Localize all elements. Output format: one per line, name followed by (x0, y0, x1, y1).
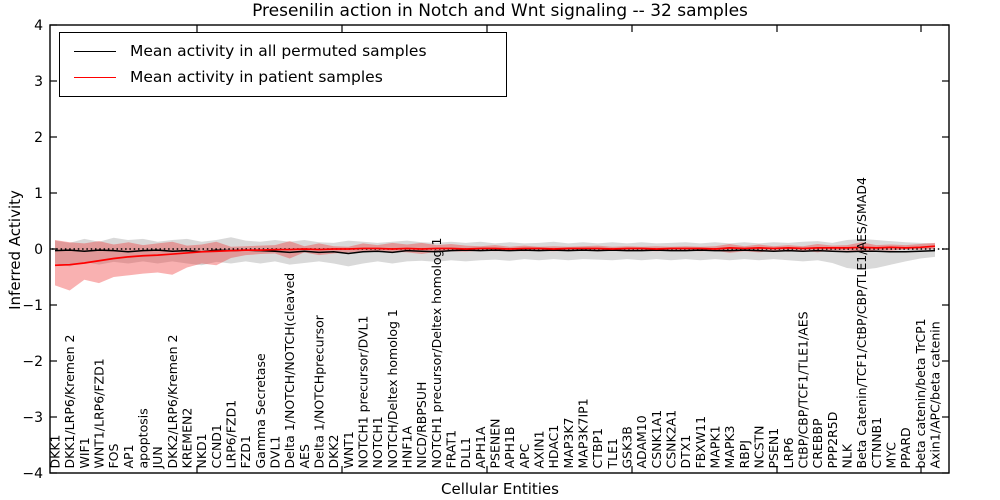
x-tick-label: NOTCH1 (370, 416, 385, 468)
x-axis-title: Cellular Entities (441, 480, 559, 498)
x-tick-label: PPP2R5D (825, 412, 840, 469)
x-tick-label: CSNK1A1 (649, 410, 664, 469)
x-tick-label: CCND1 (209, 424, 224, 468)
x-tick-label: APH1B (502, 426, 517, 468)
chart-title: Presenilin action in Notch and Wnt signa… (252, 1, 748, 21)
legend-entry-patient: Mean activity in patient samples (74, 69, 506, 86)
x-tick-label: MAPK3 (722, 425, 737, 468)
x-tick-label: NOTCH/Deltex homolog 1 (385, 309, 400, 468)
x-tick-label: Delta 1/NOTCHprecursor (312, 314, 327, 468)
x-tick-label: CTBP1 (590, 428, 605, 468)
y-tick-label: 4 (34, 18, 43, 34)
x-tick-label: MAPK1 (708, 425, 723, 468)
x-tick-label: Gamma Secretase (253, 353, 268, 468)
x-tick-label: APH1A (473, 426, 488, 468)
x-tick-label: MYC (884, 442, 899, 469)
y-tick-label: −2 (22, 354, 43, 370)
x-tick-label: CtBP/CBP/TCF1/TLE1/AES (796, 311, 811, 468)
x-tick-label: GSK3B (620, 426, 635, 468)
x-tick-label: Delta 1/NOTCH/NOTCH(cleaved (282, 273, 297, 469)
x-tick-label: FOS (106, 443, 121, 468)
y-tick-label: −4 (22, 466, 43, 482)
x-tick-label: DKK2 (326, 435, 341, 469)
x-tick-label: HNF1A (400, 426, 415, 469)
x-tick-label: NKD1 (194, 433, 209, 468)
x-tick-label: NOTCH1 precursor/Deltex homolog 1 (429, 237, 444, 468)
legend-label-permuted: Mean activity in all permuted samples (130, 41, 427, 60)
y-tick-label: 3 (34, 74, 43, 90)
x-tick-label: Axin1/APC/beta catenin (928, 321, 943, 468)
y-tick-label: 2 (34, 130, 43, 146)
x-tick-label: AXIN1 (532, 430, 547, 468)
permuted-band (55, 237, 935, 270)
x-tick-label: apoptosis (136, 408, 151, 468)
x-tick-label: NICD/RBPSUH (414, 382, 429, 469)
x-tick-label: HDAC1 (546, 425, 561, 469)
x-tick-label: DKK1 (48, 435, 63, 469)
x-tick-label: ADAM10 (634, 415, 649, 468)
x-tick-label: NOTCH1 precursor/DVL1 (356, 316, 371, 469)
x-tick-label: beta catenin/beta TrCP1 (913, 318, 928, 468)
x-tick-label: JUN (150, 446, 165, 469)
x-tick-label: PSENEN (488, 419, 503, 469)
x-tick-label: DTX1 (678, 435, 693, 469)
x-tick-label: RBPJ (737, 440, 752, 469)
x-tick-label: DLL1 (458, 437, 473, 469)
x-tick-label: DKK1/LRP6/Kremen 2 (62, 334, 77, 468)
x-tick-label: MAP3K7 (561, 418, 576, 469)
x-tick-label: APC (517, 443, 532, 468)
x-tick-label: Beta Catenin/TCF1/CtBP/CBP/TLE1/AES/SMAD… (854, 177, 869, 468)
legend: Mean activity in all permuted samples Me… (59, 32, 507, 97)
x-tick-label: FBXW11 (693, 416, 708, 469)
y-tick-label: −1 (22, 298, 43, 314)
x-tick-label: DVL1 (268, 436, 283, 469)
permuted-line-sample (74, 50, 116, 52)
x-tick-label: AES (297, 444, 312, 468)
x-tick-label: WNT1 (341, 431, 356, 468)
y-tick-label: −3 (22, 410, 43, 426)
x-tick-label: WIF1 (77, 437, 92, 468)
x-tick-label: CSNK2A1 (664, 410, 679, 469)
x-tick-label: LRP6 (781, 437, 796, 468)
x-tick-label: MAP3K7IP1 (576, 398, 591, 468)
x-tick-label: AP1 (121, 444, 136, 468)
patient-mean-line (54, 245, 936, 267)
x-tick-label: WNT1/LRP6/FZD1 (92, 358, 107, 468)
x-tick-label: TLE1 (605, 438, 620, 469)
x-tick-label: FZD1 (238, 435, 253, 468)
x-tick-label: NLK (840, 443, 855, 468)
y-tick-label: 0 (34, 242, 43, 258)
x-tick-label: FRAT1 (444, 430, 459, 469)
x-tick-label: NCSTN (752, 426, 767, 469)
x-tick-label: PSEN1 (766, 428, 781, 469)
x-tick-label: PPARD (898, 427, 913, 468)
x-tick-label: KREMEN2 (180, 408, 195, 469)
y-tick-label: 1 (34, 186, 43, 202)
x-tick-label: CREBBP (810, 418, 825, 468)
x-tick-label: CTNNB1 (869, 417, 884, 469)
x-tick-label: LRP6/FZD1 (224, 400, 239, 469)
legend-entry-permuted: Mean activity in all permuted samples (74, 41, 506, 60)
patient-line-sample (74, 77, 116, 79)
patient-band (55, 240, 935, 291)
x-tick-label: DKK2/LRP6/Kremen 2 (165, 334, 180, 468)
legend-label-patient: Mean activity in patient samples (130, 68, 383, 87)
